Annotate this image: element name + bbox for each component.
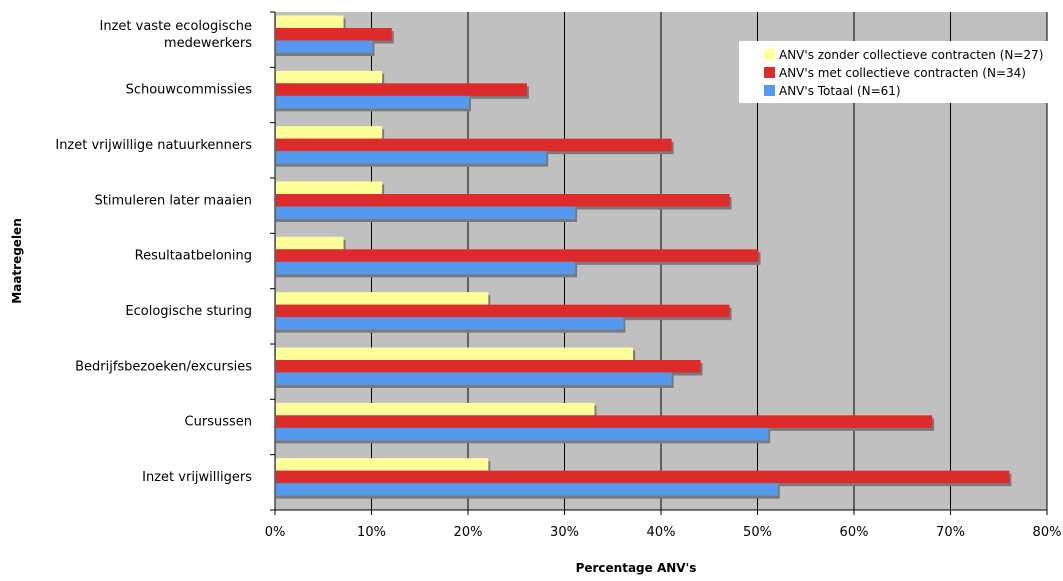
y-axis-title: Maatregelen	[10, 218, 24, 303]
bar	[276, 317, 624, 330]
x-tick-label: 20%	[454, 525, 483, 540]
bar	[276, 15, 344, 28]
category-label: Resultaatbeloning	[135, 249, 252, 264]
bar	[276, 304, 730, 318]
x-tick-label: 10%	[357, 525, 386, 540]
legend: ANV's zonder collectieve contracten (N=2…	[739, 41, 1061, 103]
category-label: Inzet vaste ecologische	[100, 19, 252, 34]
category-label: Cursussen	[185, 415, 252, 430]
category-label: Schouwcommissies	[126, 83, 253, 98]
tick-labels: 0% 10% 20% 30% 40% 50% 60% 70% 80%	[265, 525, 1062, 540]
bar	[276, 427, 769, 441]
bar	[276, 458, 489, 471]
category-label: medewerkers	[164, 36, 252, 51]
x-tick-label: 40%	[647, 525, 676, 540]
category-label: Stimuleren later maaien	[95, 193, 253, 208]
x-tick-label: 50%	[743, 525, 772, 540]
category-label: Inzet vrijwillige natuurkenners	[55, 138, 252, 153]
bar	[276, 347, 634, 360]
bar	[276, 249, 759, 262]
category-label: Ecologische sturing	[125, 304, 252, 319]
legend-label: ANV's Totaal (N=61)	[779, 84, 901, 98]
bar	[276, 28, 392, 41]
x-tick-label: 60%	[840, 525, 869, 540]
bar	[276, 70, 383, 84]
bar	[276, 83, 527, 96]
bar	[276, 360, 701, 373]
bar	[276, 402, 595, 416]
bar	[276, 40, 373, 53]
bar	[276, 483, 778, 496]
bar	[276, 261, 576, 275]
bar	[276, 236, 344, 250]
legend-swatch	[764, 85, 775, 96]
category-label: Inzet vrijwilligers	[142, 470, 252, 485]
bar	[276, 415, 933, 428]
x-tick-label: 30%	[550, 525, 579, 540]
bar	[276, 126, 383, 139]
x-axis-title: Percentage ANV's	[576, 561, 697, 575]
legend-swatch	[764, 49, 775, 60]
bar	[276, 470, 1010, 484]
legend-swatch	[764, 67, 775, 78]
axes	[270, 11, 1048, 515]
x-tick-label: 0%	[265, 525, 286, 540]
bar	[276, 95, 469, 109]
bar	[276, 206, 576, 219]
category-label: Bedrijfsbezoeken/excursies	[75, 359, 252, 374]
bar	[276, 292, 489, 305]
x-tick-label: 70%	[936, 525, 965, 540]
x-tick-label: 80%	[1033, 525, 1062, 540]
legend-label: ANV's met collectieve contracten (N=34)	[779, 66, 1026, 80]
bar	[276, 138, 672, 152]
bar	[276, 372, 672, 385]
bar	[276, 151, 547, 164]
bars	[276, 15, 1012, 499]
legend-box	[739, 41, 1061, 103]
category-labels: Inzet vaste ecologische medewerkers Schouw…	[55, 19, 252, 485]
bar	[276, 194, 730, 207]
bar	[276, 181, 383, 194]
legend-label: ANV's zonder collectieve contracten (N=2…	[779, 48, 1043, 62]
